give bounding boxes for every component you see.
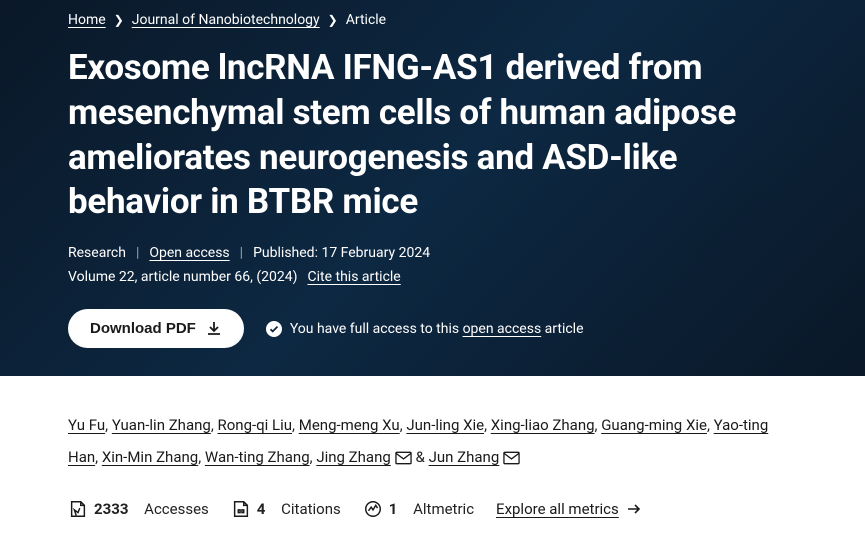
author-link[interactable]: Yu Fu [68,416,105,434]
chevron-right-icon: ❯ [114,13,124,27]
breadcrumb: Home ❯ Journal of Nanobiotechnology ❯ Ar… [68,12,797,28]
article-type: Research [68,245,126,261]
volume-info: Volume 22, article number 66, (2024) [68,269,298,285]
author-link[interactable]: Jing Zhang [316,448,390,466]
mail-icon[interactable] [503,451,520,465]
breadcrumb-current: Article [346,12,386,28]
author-link[interactable]: Xing-liao Zhang [491,416,595,434]
open-access-link[interactable]: Open access [149,245,229,261]
published-label: Published: 17 February 2024 [253,245,430,261]
mail-icon[interactable] [395,451,412,465]
author-link[interactable]: Wan-ting Zhang [205,448,310,466]
chevron-right-icon: ❯ [328,13,338,27]
accesses-icon [68,499,88,519]
access-note: You have full access to this open access… [266,321,584,337]
arrow-right-icon [627,503,641,515]
metric-altmetric: 1 Altmetric [363,499,474,519]
meta-row-2: Volume 22, article number 66, (2024) Cit… [68,269,797,285]
author-link[interactable]: Meng-meng Xu [299,416,400,434]
breadcrumb-journal[interactable]: Journal of Nanobiotechnology [132,12,320,28]
altmetric-icon [363,499,383,519]
author-link[interactable]: Xin-Min Zhang [102,448,198,466]
author-link[interactable]: Rong-qi Liu [218,416,293,434]
metrics-row: 2333 Accesses 4 Citations 1 Altmetric Ex… [68,499,797,519]
breadcrumb-home[interactable]: Home [68,12,106,28]
citations-icon [231,499,251,519]
author-link[interactable]: Guang-ming Xie [601,416,707,434]
download-pdf-button[interactable]: Download PDF [68,309,244,348]
author-link[interactable]: Jun-ling Xie [406,416,484,434]
metric-citations: 4 Citations [231,499,341,519]
explore-metrics-link[interactable]: Explore all metrics [496,500,641,518]
meta-row-1: Research | Open access | Published: 17 F… [68,245,797,261]
author-list: Yu Fu, Yuan-lin Zhang, Rong-qi Liu, Meng… [68,410,797,473]
author-link[interactable]: Yuan-lin Zhang [112,416,211,434]
download-icon [206,321,222,337]
article-title: Exosome lncRNA IFNG-AS1 derived from mes… [68,46,797,225]
metric-accesses: 2333 Accesses [68,499,209,519]
open-access-inline-link[interactable]: open access [463,321,542,337]
author-link[interactable]: Jun Zhang [429,448,500,466]
download-pdf-label: Download PDF [90,320,196,337]
cite-article-link[interactable]: Cite this article [308,269,401,285]
check-circle-icon [266,321,282,337]
